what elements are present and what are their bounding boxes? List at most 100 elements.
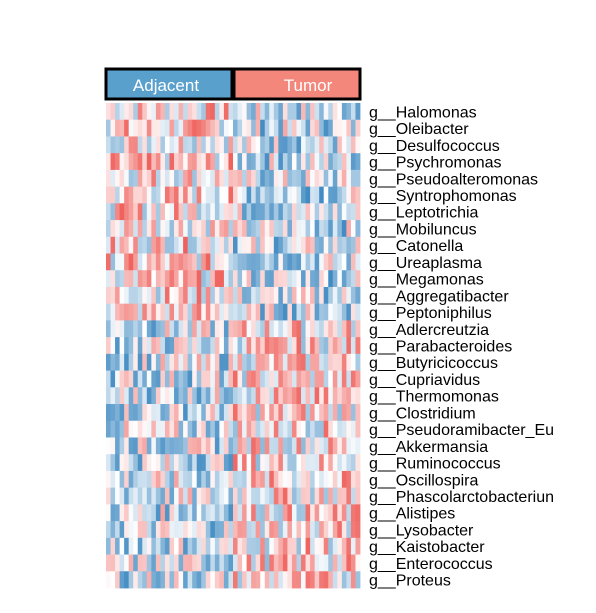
heatmap-cell xyxy=(119,504,125,522)
heatmap-cell xyxy=(328,203,334,221)
heatmap-cell xyxy=(255,504,261,522)
heatmap-cell xyxy=(146,303,152,321)
heatmap-cell xyxy=(228,186,234,204)
heatmap-cell xyxy=(187,437,193,455)
heatmap-cell xyxy=(242,470,248,489)
heatmap-cell xyxy=(223,454,229,472)
heatmap-cell xyxy=(178,169,184,188)
heatmap-cell xyxy=(350,353,356,371)
heatmap-cell xyxy=(201,537,207,555)
heatmap-cell xyxy=(219,103,225,121)
heatmap-cell xyxy=(164,470,170,489)
heatmap-cell xyxy=(174,521,179,539)
heatmap-cell xyxy=(119,420,125,438)
heatmap-cell xyxy=(183,286,189,305)
heatmap-cell xyxy=(142,103,148,121)
heatmap-cell xyxy=(137,337,143,355)
heatmap-cell xyxy=(187,554,193,572)
heatmap-cell xyxy=(142,286,148,305)
heatmap-cell xyxy=(242,286,248,305)
heatmap-cell xyxy=(223,571,229,589)
heatmap-cell xyxy=(242,136,248,154)
heatmap-cell xyxy=(142,270,148,288)
heatmap-cell xyxy=(192,537,198,555)
heatmap-cell xyxy=(192,554,198,572)
heatmap-cell xyxy=(278,370,284,388)
heatmap-cell xyxy=(237,337,243,355)
heatmap-cell xyxy=(106,487,111,505)
heatmap-cell xyxy=(233,303,238,321)
heatmap-cell xyxy=(169,370,175,388)
heatmap-cell xyxy=(269,253,275,271)
heatmap-cell xyxy=(205,236,211,254)
heatmap-cell xyxy=(201,420,207,438)
heatmap-cell xyxy=(355,136,361,154)
heatmap-cell xyxy=(332,571,338,589)
heatmap-cell xyxy=(133,554,139,572)
heatmap-cell xyxy=(169,404,175,422)
heatmap-cell xyxy=(192,337,198,355)
heatmap-cell xyxy=(155,169,161,188)
heatmap-cell xyxy=(223,270,229,288)
heatmap-cell xyxy=(332,470,338,489)
heatmap-cell xyxy=(323,437,329,455)
heatmap-cell xyxy=(237,103,243,121)
heatmap-cell xyxy=(169,487,175,505)
heatmap-cell xyxy=(196,136,202,154)
heatmap-cell xyxy=(332,203,338,221)
heatmap-cell xyxy=(106,253,111,271)
heatmap-cell xyxy=(287,253,293,271)
heatmap-cell xyxy=(328,220,334,238)
heatmap-cell xyxy=(169,303,175,321)
heatmap-cell xyxy=(251,420,257,438)
heatmap-cell xyxy=(151,320,157,338)
heatmap-cell xyxy=(328,103,334,121)
heatmap-cell xyxy=(296,153,302,171)
heatmap-cell xyxy=(346,286,352,305)
heatmap-cell xyxy=(319,136,325,154)
heatmap-cell xyxy=(301,186,306,204)
heatmap-cell xyxy=(269,504,275,522)
heatmap-cell xyxy=(196,454,202,472)
heatmap-cell xyxy=(115,220,121,238)
heatmap-cell xyxy=(287,220,293,238)
heatmap-cell xyxy=(314,236,320,254)
heatmap-cell xyxy=(219,353,225,371)
heatmap-cell xyxy=(210,353,216,371)
heatmap-cell xyxy=(350,571,356,589)
heatmap-cell xyxy=(187,370,193,388)
heatmap-cell xyxy=(264,236,270,254)
heatmap-cell xyxy=(301,136,306,154)
heatmap-cell xyxy=(192,470,198,489)
heatmap-cell xyxy=(178,153,184,171)
heatmap-cell xyxy=(137,286,143,305)
heatmap-cell xyxy=(273,203,279,221)
heatmap-cell xyxy=(233,370,238,388)
heatmap-cell xyxy=(133,119,139,137)
heatmap-cell xyxy=(128,454,134,472)
heatmap-cell xyxy=(142,537,148,555)
heatmap-cell xyxy=(119,103,125,121)
heatmap-cell xyxy=(282,220,288,238)
heatmap-cell xyxy=(323,554,329,572)
heatmap-cell xyxy=(237,387,243,405)
heatmap-cell xyxy=(278,420,284,438)
heatmap-cell xyxy=(246,504,252,522)
heatmap-cell xyxy=(128,286,134,305)
heatmap-cell xyxy=(210,203,216,221)
heatmap-cell xyxy=(128,387,134,405)
heatmap-cell xyxy=(291,169,297,188)
heatmap-cell xyxy=(233,253,238,271)
heatmap-cell xyxy=(337,504,343,522)
heatmap-cell xyxy=(205,270,211,288)
heatmap-cell xyxy=(128,270,134,288)
heatmap-cell xyxy=(187,153,193,171)
heatmap-cell xyxy=(350,470,356,489)
heatmap-cell xyxy=(291,470,297,489)
heatmap-cell xyxy=(219,487,225,505)
heatmap-cell xyxy=(301,236,306,254)
heatmap-cell xyxy=(110,554,116,572)
heatmap-cell xyxy=(174,236,179,254)
heatmap-cell xyxy=(119,470,125,489)
heatmap-cell xyxy=(160,487,166,505)
